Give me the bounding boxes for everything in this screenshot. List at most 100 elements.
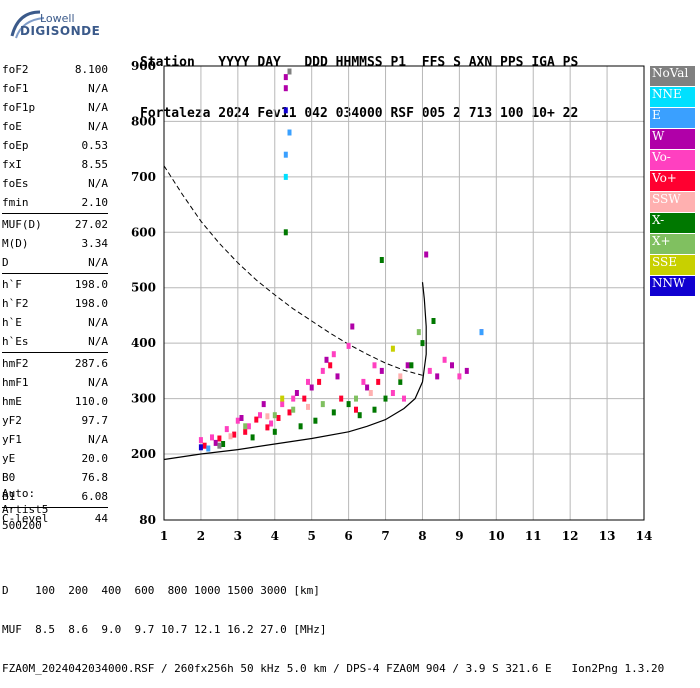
param-row: foEp 0.53 [2,136,108,155]
param-value: N/A [88,256,108,269]
echo-point [283,74,288,81]
auto-version: 500200 [2,519,42,532]
echo-point [309,384,314,391]
echo-point [287,68,292,75]
legend-item: SSE [650,255,695,275]
y-tick-label: 80 [139,513,156,527]
param-row: D N/A [2,253,108,272]
footer-muf-row: MUF 8.5 8.6 9.0 9.7 10.7 12.1 16.2 27.0 … [2,623,327,636]
x-tick-label: 12 [562,529,579,543]
x-tick-label: 11 [525,529,542,543]
y-tick-label: 900 [131,59,156,73]
echo-point [350,323,355,330]
param-value: N/A [88,120,108,133]
param-value: 97.7 [81,414,109,427]
echo-point [424,251,429,258]
param-value: N/A [88,101,108,114]
param-separator [2,273,108,274]
param-row: foF1p N/A [2,98,108,117]
echo-point [416,329,421,336]
echo-point [405,362,410,369]
echo-point [335,373,340,380]
echo-point [232,431,237,438]
y-tick-label: 800 [131,114,156,128]
legend-item: Vo+ [650,171,695,191]
logo-swoosh-icon [10,10,45,39]
param-row: B0 76.8 [2,468,108,487]
echo-point [298,423,303,430]
auto-label: Auto: [2,487,36,500]
param-value: 76.8 [81,471,109,484]
param-value: N/A [88,177,108,190]
echo-point [420,340,425,347]
echo-point [258,412,262,419]
param-value: 20.0 [81,452,109,465]
echo-point [272,428,277,435]
param-name: foF1 [2,82,29,95]
legend-item: E [650,108,695,128]
echo-point [283,173,288,180]
y-tick-label: 600 [131,225,156,239]
echo-point [368,390,373,396]
echo-point [317,378,322,385]
echo-point [206,445,211,452]
param-name: fmin [2,196,29,209]
param-row: h`F 198.0 [2,275,108,294]
x-tick-label: 4 [271,529,279,543]
x-tick-label: 8 [418,529,426,543]
param-name: M(D) [2,237,29,250]
echo-point [265,424,270,431]
param-name: h`F2 [2,297,29,310]
param-value: 8.100 [74,63,108,76]
param-separator [2,507,108,508]
param-value: 198.0 [74,297,108,310]
echo-point [320,401,325,408]
param-row: foF1 N/A [2,79,108,98]
param-row: yF2 97.7 [2,411,108,430]
param-name: hmF1 [2,376,29,389]
echo-point [283,229,288,236]
param-value: 44 [94,512,108,525]
x-tick-label: 9 [455,529,463,543]
param-separator [2,352,108,353]
echo-point [280,401,285,408]
echo-point [479,329,484,336]
param-row: fmin 2.10 [2,193,108,212]
param-row: h`E N/A [2,313,108,332]
echo-point [379,257,384,263]
param-value: 0.53 [81,139,109,152]
echo-point [354,395,358,402]
x-tick-label: 1 [160,529,168,543]
y-tick-label: 700 [131,170,156,184]
param-name: yF1 [2,433,22,446]
param-row: foE N/A [2,117,108,136]
param-name: hmF2 [2,357,29,370]
param-row: M(D) 3.34 [2,234,108,253]
param-row: B1 6.08 [2,487,108,506]
param-name: yE [2,452,16,465]
echo-point [324,356,329,363]
param-row: hmF1 N/A [2,373,108,392]
echo-point [390,390,395,396]
param-value: 198.0 [74,278,108,291]
echo-point [202,442,207,449]
param-value: N/A [88,316,108,329]
echo-point [331,351,336,358]
legend-item: NNE [650,87,695,107]
x-tick-label: 2 [197,529,205,543]
echo-point [246,423,251,430]
echo-point [217,442,222,449]
legend-item: SSW [650,192,695,212]
echo-point [198,444,203,451]
y-tick-label: 400 [131,336,156,350]
x-tick-label: 3 [234,529,242,543]
echo-point [390,345,395,352]
echo-point [276,415,281,421]
echo-point [210,434,214,441]
echo-point [224,426,229,433]
param-name: D [2,256,9,269]
echo-point [283,151,288,158]
echo-point [254,416,259,423]
echo-point [291,406,296,413]
param-value: 110.0 [74,395,108,408]
